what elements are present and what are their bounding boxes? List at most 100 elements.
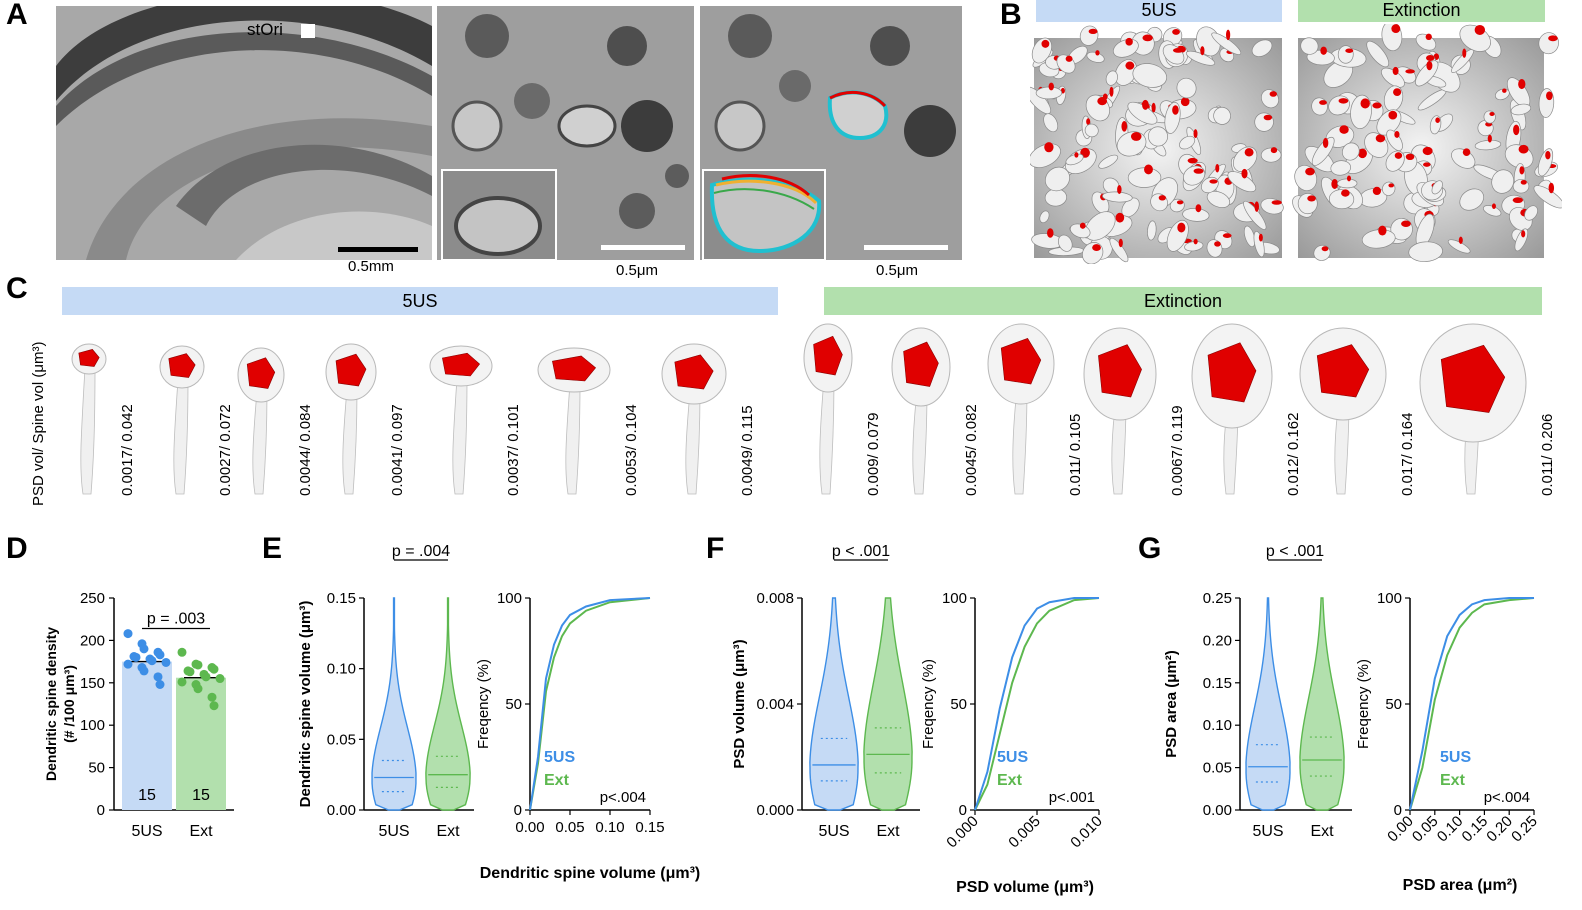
scalebar-3: [864, 245, 948, 250]
d-point: [209, 701, 219, 711]
psd-mark: [1357, 148, 1367, 159]
psd-mark: [1545, 150, 1551, 160]
c-series-line: [529, 597, 651, 811]
c-xtick-label: 0.25: [1508, 813, 1541, 846]
psd-mark: [1158, 195, 1166, 201]
d-point: [155, 679, 165, 689]
spine-blob: [1341, 142, 1360, 161]
d-point: [185, 667, 195, 677]
spine-blob: [1035, 86, 1063, 100]
spine-label: 0.009/ 0.079: [865, 413, 882, 496]
v-ylabel: PSD volume (μm³): [731, 639, 748, 768]
d-point: [201, 672, 211, 682]
psd-mark: [1519, 166, 1525, 175]
spine-blob: [1459, 188, 1485, 211]
d-point: [155, 650, 165, 660]
scale-label-2: 0.5μm: [616, 262, 658, 279]
psd-mark: [1095, 50, 1100, 56]
d-ytick-label: 0: [97, 802, 105, 819]
spine-label: 0.0027/ 0.072: [217, 404, 234, 496]
psd-mark: [1193, 129, 1198, 139]
psd-mark: [1487, 134, 1492, 143]
d-point: [123, 659, 133, 669]
psd-mark: [1321, 246, 1329, 252]
d-ytick-label: 200: [80, 632, 105, 649]
v-ytick-label: 0.20: [1203, 632, 1232, 649]
psd-mark: [1378, 225, 1387, 236]
b-group-band-5us: 5US: [1036, 0, 1282, 22]
spine-label: 0.0053/ 0.104: [623, 404, 640, 496]
psd-mark: [1118, 238, 1123, 248]
psd-mark: [1462, 148, 1471, 157]
psd-mark: [1491, 203, 1496, 209]
psd-mark: [1518, 79, 1526, 90]
c-legend-label: 5US: [544, 749, 575, 766]
psd-mark: [1121, 121, 1128, 132]
c-legend-label: Ext: [997, 772, 1023, 789]
spine-blob: [1039, 210, 1050, 224]
violin-body: [425, 597, 471, 811]
v-ytick-label: 0.004: [756, 696, 794, 713]
spine-blob: [1179, 135, 1196, 150]
c-group-band-extinction: Extinction: [824, 287, 1542, 315]
psd-region: [1316, 344, 1370, 398]
c-ytick-label: 50: [505, 696, 522, 713]
v-ylabel: PSD area (μm²): [1163, 650, 1180, 758]
v-ytick-label: 0.008: [756, 590, 794, 607]
psd-mark: [1269, 91, 1277, 97]
spine-blob: [1213, 106, 1231, 125]
psd-mark: [1044, 142, 1054, 153]
d-p-value: p = .003: [147, 611, 205, 628]
spine-blob: [1211, 32, 1242, 55]
psd-mark: [1319, 100, 1327, 105]
v-category-label: Ext: [1310, 823, 1334, 840]
c-xtick-label: 0.010: [1067, 813, 1106, 852]
spine-blob: [1474, 139, 1502, 151]
spine-blob: [1415, 60, 1439, 87]
psd-mark: [1270, 147, 1278, 154]
psd-mark: [1144, 164, 1153, 175]
em-image-raw: [437, 6, 694, 260]
d-point: [131, 652, 141, 662]
d-bar: [176, 677, 226, 810]
panel-label-f: F: [706, 532, 725, 565]
v-p-value: p = .004: [392, 543, 450, 560]
spine-label: 0.0044/ 0.084: [297, 404, 314, 496]
psd-mark: [1142, 34, 1153, 42]
spine-blob: [1253, 231, 1265, 258]
panel-label-g: G: [1138, 532, 1162, 565]
b-group-band-extinction: Extinction: [1298, 0, 1545, 22]
spine-blob: [1147, 220, 1157, 241]
psd-mark: [1086, 118, 1091, 126]
spine-5us-1: 0.0017/ 0.042: [71, 343, 136, 496]
c-ylabel: Freqency (%): [1355, 659, 1372, 749]
spine-blob: [1058, 234, 1073, 252]
psd-mark: [1193, 238, 1198, 245]
psd-mark: [1079, 222, 1086, 229]
psd-mark: [1513, 124, 1520, 136]
spine-neck: [80, 367, 96, 495]
spine-blob: [1109, 237, 1129, 263]
spine-neck: [1111, 401, 1127, 495]
em-inset-raw: [441, 169, 557, 260]
spine-blob: [1408, 241, 1443, 262]
psd-mark: [1360, 98, 1370, 109]
spine-ext-3: 0.011/ 0.105: [987, 323, 1084, 496]
violin-body: [1245, 597, 1291, 811]
c-p-value: p<.001: [1049, 789, 1095, 806]
psd-region: [674, 354, 714, 390]
v-ytick-label: 0.25: [1203, 590, 1232, 607]
psd-mark: [1307, 195, 1316, 202]
d-ytick-label: 150: [80, 675, 105, 692]
c-axis-label: PSD vol/ Spine vol (μm³): [30, 341, 47, 506]
psd-mark: [1200, 46, 1205, 56]
v-ytick-label: 0.15: [327, 590, 356, 607]
c-ytick-label: 50: [1385, 696, 1402, 713]
psd-mark: [1512, 197, 1524, 204]
v-ytick-label: 0.10: [327, 661, 356, 678]
psd-mark: [1388, 110, 1398, 120]
psd-mark: [1176, 200, 1184, 205]
chart-e-cumulative: 0 50 100 0.00 0.05 0.10 0.15 5US Ext p<.004 Freqen…: [475, 590, 700, 882]
psd-mark: [1244, 148, 1254, 157]
psd-region: [168, 353, 196, 378]
